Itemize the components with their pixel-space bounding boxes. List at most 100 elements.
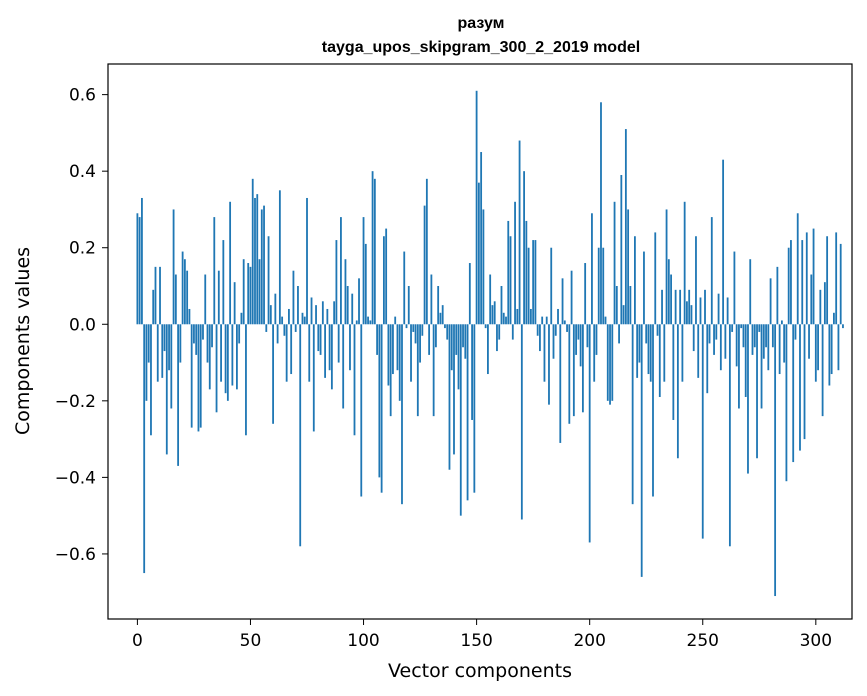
- bar: [321, 301, 324, 325]
- bar: [719, 324, 722, 371]
- bar: [414, 324, 417, 344]
- bar: [552, 324, 555, 359]
- bar: [681, 324, 684, 382]
- bar: [163, 324, 166, 352]
- bar: [156, 324, 159, 382]
- bar: [220, 324, 222, 382]
- bar: [597, 247, 600, 325]
- bar: [265, 324, 268, 332]
- bar: [774, 324, 777, 597]
- bar: [631, 324, 634, 505]
- bar: [588, 324, 591, 543]
- bar: [509, 236, 512, 325]
- bar: [830, 324, 833, 375]
- bar: [306, 197, 308, 325]
- bar: [202, 324, 204, 340]
- bar: [344, 259, 347, 325]
- bar: [688, 289, 691, 325]
- bar: [683, 201, 686, 325]
- bar: [453, 324, 455, 455]
- bar: [758, 324, 761, 332]
- bar: [448, 324, 451, 470]
- bar: [186, 270, 189, 325]
- bar: [181, 251, 184, 325]
- bar: [254, 197, 256, 325]
- bar: [545, 316, 548, 325]
- bar: [371, 171, 374, 325]
- bar: [801, 240, 804, 325]
- bar: [665, 209, 668, 325]
- bar: [177, 324, 180, 466]
- bar: [591, 213, 593, 325]
- bar: [575, 324, 578, 355]
- bar: [380, 324, 383, 493]
- bar: [337, 324, 340, 363]
- bar: [396, 324, 399, 371]
- bar: [817, 324, 819, 371]
- bar: [154, 266, 157, 325]
- bar: [464, 324, 467, 359]
- bar: [821, 324, 824, 417]
- bar: [713, 324, 715, 355]
- bar: [708, 324, 711, 344]
- bar: [667, 259, 670, 325]
- bar: [197, 324, 200, 432]
- bar: [511, 324, 514, 340]
- bar: [278, 190, 281, 325]
- y-tick-label: −0.4: [55, 468, 96, 488]
- bar: [690, 305, 693, 325]
- bar: [183, 259, 186, 325]
- bar: [199, 324, 202, 428]
- bar: [500, 286, 503, 325]
- bar: [828, 324, 831, 386]
- bar: [423, 205, 426, 325]
- bar: [206, 324, 209, 363]
- bar: [810, 274, 813, 325]
- bar: [823, 282, 826, 325]
- bar: [803, 324, 806, 440]
- bar: [355, 320, 358, 325]
- bar: [328, 324, 331, 371]
- bar: [785, 324, 788, 482]
- bar: [767, 324, 770, 371]
- chart-subtitle: tayga_upos_skipgram_300_2_2019 model: [322, 39, 640, 56]
- bar: [611, 324, 614, 401]
- bar: [624, 129, 627, 325]
- bar: [550, 247, 553, 325]
- bar: [805, 232, 808, 325]
- bar: [353, 324, 356, 436]
- bar: [502, 312, 505, 325]
- bar: [701, 324, 704, 539]
- bar: [294, 324, 297, 332]
- bar: [437, 286, 440, 325]
- bar: [514, 201, 516, 325]
- bar: [281, 316, 284, 325]
- bar: [450, 324, 453, 371]
- bar: [425, 178, 428, 325]
- bar: [217, 270, 220, 325]
- bar: [525, 220, 528, 325]
- x-tick-label: 200: [573, 631, 605, 651]
- bar: [211, 324, 213, 348]
- bar: [401, 324, 403, 505]
- bar: [518, 140, 521, 325]
- bar: [584, 263, 587, 325]
- bar: [324, 324, 326, 378]
- bar: [283, 324, 286, 336]
- bar: [640, 324, 643, 577]
- bar: [523, 171, 525, 325]
- bar: [333, 301, 336, 325]
- bar: [787, 247, 790, 325]
- bar: [297, 286, 299, 325]
- bar: [751, 324, 754, 355]
- bar: [735, 324, 738, 367]
- bar: [742, 324, 745, 348]
- bar: [568, 324, 571, 424]
- bar: [387, 324, 390, 386]
- bar: [697, 324, 700, 378]
- bar: [765, 324, 767, 348]
- x-tick-label: 300: [800, 631, 832, 651]
- bar: [496, 324, 498, 352]
- bar: [204, 274, 207, 325]
- bar: [147, 324, 150, 363]
